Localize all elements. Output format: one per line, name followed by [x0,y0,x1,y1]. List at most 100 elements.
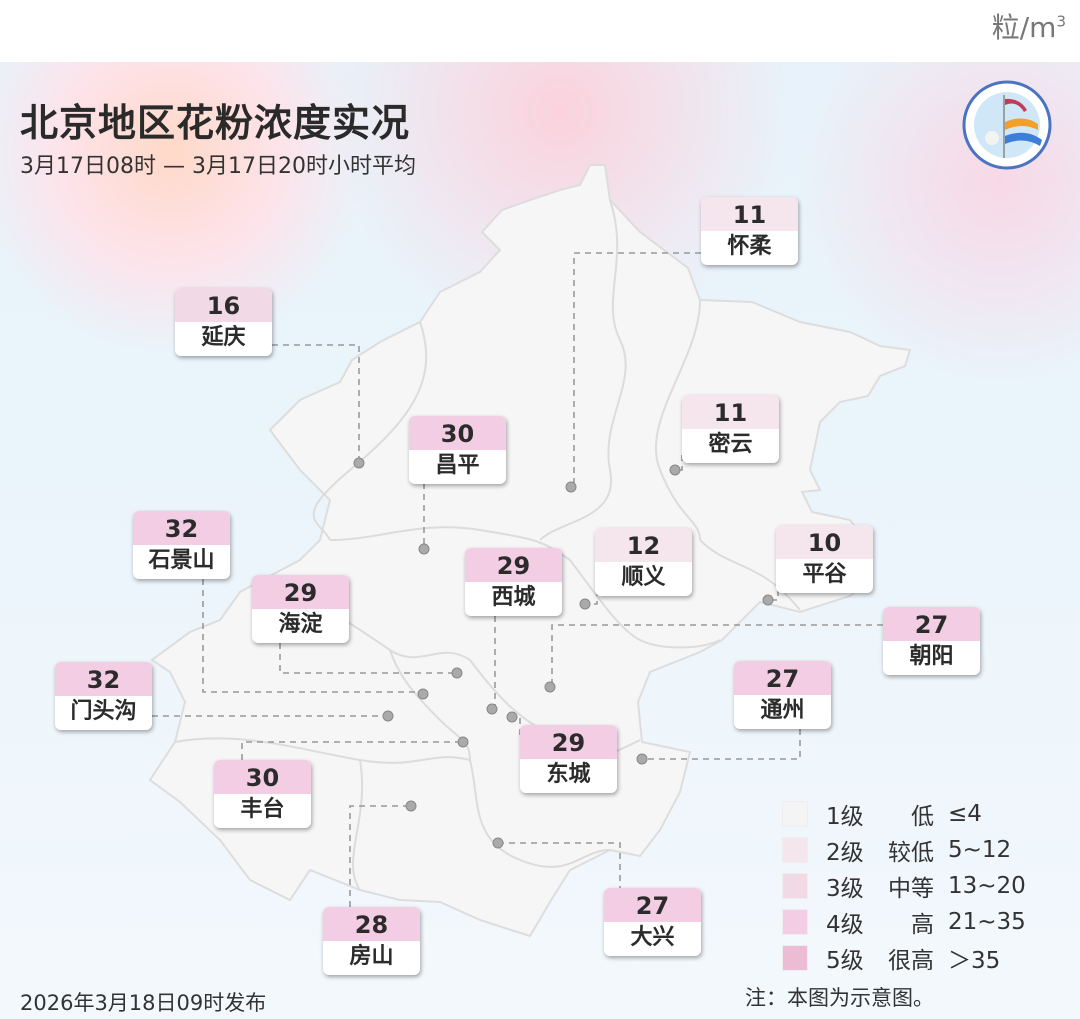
legend-swatch [782,801,808,827]
pollen-value: 11 [701,197,798,231]
legend-range: 21~35 [948,909,1026,935]
legend-swatch [782,945,808,971]
pollen-value: 27 [734,661,831,695]
legend-level: 3级 [826,876,864,902]
pollen-value: 16 [175,288,272,322]
district-name: 丰台 [240,797,285,822]
district-label: 11 怀柔 [701,197,798,265]
district-label: 32 石景山 [133,511,230,579]
district-name: 怀柔 [727,234,772,259]
district-name: 通州 [760,698,805,723]
district-name: 东城 [546,762,591,787]
pollen-value: 32 [55,662,152,696]
district-name: 延庆 [201,325,246,350]
district-label: 27 通州 [734,661,831,729]
pollen-value: 30 [409,416,506,450]
district-dot [579,598,591,610]
district-label: 29 西城 [465,548,562,616]
legend: 1级 低 ≤4 2级 较低 5~12 3级 中等 13~20 4级 高 21~35 5级 很高 ＞35 [782,796,1026,976]
pollen-value: 27 [604,888,701,922]
unit-superscript: 3 [1056,12,1066,31]
district-dot [417,688,429,700]
page-title: 北京地区花粉浓度实况 [20,101,411,145]
leader-line [202,579,423,693]
legend-range: 5~12 [948,837,1012,863]
legend-text: 中等 [888,876,934,902]
leader-line [498,842,621,888]
legend-item: 3级 中等 13~20 [782,868,1026,904]
district-dot [762,594,774,606]
district-dot [382,710,394,722]
district-name: 西城 [491,585,536,610]
district-label: 30 丰台 [214,760,311,828]
legend-level: 4级 [826,912,864,938]
pollen-value: 27 [883,607,980,641]
district-dot [544,681,556,693]
district-name: 大兴 [630,925,675,950]
legend-swatch [782,837,808,863]
legend-range: ≤4 [948,801,982,827]
district-dot [405,800,417,812]
leader-line [349,805,411,907]
unit-label: 粒/m3 [992,6,1066,46]
legend-text: 低 [911,804,934,830]
legend-item: 5级 很高 ＞35 [782,940,1026,976]
legend-item: 1级 低 ≤4 [782,796,1026,832]
top-bar: 粒/m3 [0,0,1080,62]
district-label: 30 昌平 [409,416,506,484]
district-label: 27 朝阳 [883,607,980,675]
district-dot [565,481,577,493]
legend-text: 很高 [888,948,934,974]
legend-text: 高 [911,912,934,938]
district-label: 29 东城 [520,725,617,793]
pollen-value: 29 [465,548,562,582]
map-note: 注：本图为示意图。 [745,986,934,1010]
legend-swatch [782,873,808,899]
district-name: 海淀 [278,612,323,637]
district-name: 门头沟 [70,699,137,724]
district-dot [492,837,504,849]
pollen-value: 11 [682,395,779,429]
unit-text: 粒/m [991,11,1057,44]
district-name: 昌平 [435,453,480,478]
leader-line [551,624,883,687]
district-name: 石景山 [148,548,215,573]
legend-text: 较低 [888,840,934,866]
district-dot [451,667,463,679]
district-label: 32 门头沟 [55,662,152,730]
district-name: 朝阳 [909,644,954,669]
district-dot [457,736,469,748]
district-label: 28 房山 [323,907,420,975]
leader-line [642,729,801,760]
district-dot [353,457,365,469]
district-label: 16 延庆 [175,288,272,356]
district-label: 11 密云 [682,395,779,463]
district-label: 29 海淀 [252,575,349,643]
district-name: 密云 [708,432,753,457]
leader-line [272,344,360,463]
meteorological-service-logo [962,80,1052,170]
leader-line [573,252,701,487]
legend-swatch [782,909,808,935]
pollen-value: 30 [214,760,311,794]
legend-item: 2级 较低 5~12 [782,832,1026,868]
legend-range: 13~20 [948,873,1026,899]
district-name: 房山 [349,944,394,969]
district-label: 10 平谷 [776,525,873,593]
district-dot [486,703,498,715]
district-dots [353,457,774,849]
district-name: 顺义 [621,565,666,590]
pollen-value: 29 [520,725,617,759]
pollen-value: 12 [595,528,692,562]
legend-level: 1级 [826,804,864,830]
district-dot [418,543,430,555]
district-name: 平谷 [802,562,847,587]
legend-level: 2级 [826,840,864,866]
district-dot [506,711,518,723]
legend-level: 5级 [826,948,864,974]
issued-time: 2026年3月18日09时发布 [20,991,267,1015]
district-label: 27 大兴 [604,888,701,956]
page-subtitle: 3月17日08时 — 3月17日20时小时平均 [20,154,416,179]
district-label: 12 顺义 [595,528,692,596]
legend-range: ＞35 [948,948,1001,974]
